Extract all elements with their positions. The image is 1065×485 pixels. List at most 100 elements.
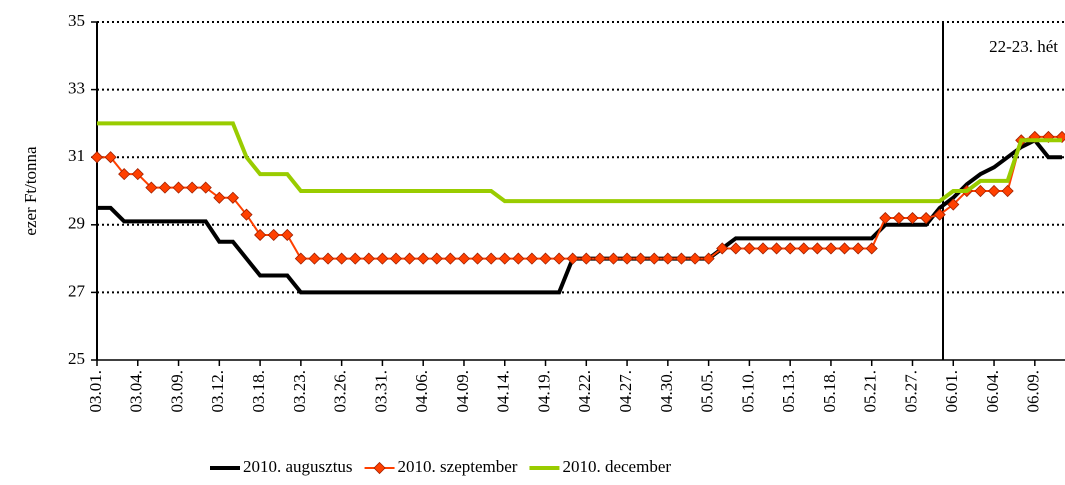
x-tick-label: 03.04. (127, 370, 146, 413)
x-tick-label: 03.23. (290, 370, 309, 413)
x-tick-label: 05.21. (861, 370, 880, 413)
series-marker (335, 252, 348, 265)
series-line (97, 135, 1062, 260)
x-tick-label: 04.09. (453, 370, 472, 413)
x-tick-label: 04.30. (657, 370, 676, 413)
series-marker (539, 252, 552, 265)
series-marker (294, 252, 307, 265)
legend-label: 2010. szeptember (398, 457, 518, 476)
series-marker (186, 181, 199, 194)
series-marker (716, 242, 729, 255)
series-marker (784, 242, 797, 255)
series-marker (158, 181, 172, 194)
series-marker (811, 242, 824, 255)
series-marker (933, 208, 946, 221)
series-marker (743, 242, 756, 255)
series-marker (879, 211, 892, 225)
series-marker (634, 252, 647, 265)
series-marker (1055, 130, 1065, 143)
series-marker (349, 252, 362, 265)
series-marker (661, 252, 674, 265)
series-marker (90, 151, 104, 164)
x-tick-label: 05.10. (738, 370, 757, 413)
series-marker (403, 252, 416, 265)
y-tick-label: 33 (68, 79, 85, 98)
series-marker (947, 198, 960, 211)
legend-item: 2010. szeptember (364, 457, 518, 476)
y-tick-label: 25 (68, 349, 85, 368)
series-marker (852, 242, 865, 255)
series-marker (920, 211, 933, 225)
series-marker (389, 252, 403, 265)
annotation: 22-23. hét (989, 37, 1058, 56)
legend-item: 2010. augusztus (210, 457, 353, 476)
x-tick-label: 04.19. (534, 370, 553, 413)
x-tick-label: 04.06. (412, 370, 431, 413)
series-marker (485, 252, 498, 265)
x-tick-label: 05.18. (820, 370, 839, 413)
x-tick-label: 05.13. (779, 370, 798, 413)
series-marker (321, 252, 335, 265)
x-tick-label: 04.14. (494, 370, 513, 413)
x-tick-label: 03.01. (86, 370, 105, 413)
series-marker (566, 252, 579, 265)
series-marker (240, 208, 253, 221)
x-tick-label: 03.09. (167, 370, 186, 413)
x-tick-label: 03.12. (208, 370, 227, 413)
x-tick-label: 03.18. (249, 370, 268, 413)
series-marker (770, 242, 783, 255)
series-marker (906, 211, 919, 225)
series-marker (213, 191, 226, 204)
series-marker (430, 252, 443, 265)
legend-item: 2010. december (529, 457, 671, 476)
x-tick-label: 06.04. (983, 370, 1002, 413)
series-marker (688, 252, 702, 265)
y-axis-label: ezer Ft/tonna (21, 146, 40, 236)
series-marker (553, 252, 566, 265)
series-marker (974, 184, 987, 198)
series-marker (865, 242, 878, 255)
series-marker (580, 252, 593, 265)
series-marker (987, 184, 1001, 198)
y-tick-label: 29 (68, 214, 85, 233)
legend: 2010. augusztus 2010. szeptember 2010. dec… (210, 457, 671, 476)
series-marker (131, 168, 144, 181)
series-marker (621, 252, 634, 265)
x-tick-label: 06.09. (1024, 370, 1043, 413)
series-line (97, 121, 1062, 204)
x-tick-label: 03.31. (371, 370, 390, 413)
series-marker (525, 252, 538, 265)
y-tick-label: 31 (68, 146, 85, 165)
series-marker (145, 181, 158, 194)
x-tick-label: 04.27. (616, 370, 635, 413)
series-marker (362, 252, 375, 265)
series-marker (797, 242, 810, 255)
series-marker (254, 228, 267, 242)
series-line (97, 137, 1062, 295)
series-marker (729, 242, 742, 255)
y-tick-label: 27 (68, 281, 86, 300)
series-marker (267, 228, 280, 242)
x-tick-label: 04.22. (575, 370, 594, 413)
series-marker (607, 252, 620, 265)
x-tick-label: 06.01. (942, 370, 961, 413)
legend-label: 2010. december (562, 457, 671, 476)
series-marker (444, 252, 457, 265)
series-marker (199, 181, 212, 194)
series-marker (281, 228, 294, 242)
series-marker (675, 252, 688, 265)
series-marker (471, 252, 484, 265)
series-marker (756, 242, 770, 255)
series-marker (457, 252, 471, 265)
series-marker (838, 242, 851, 255)
legend-label: 2010. augusztus (243, 457, 353, 476)
series-marker (376, 252, 389, 265)
series-marker (824, 242, 838, 255)
series-marker (118, 168, 131, 181)
series-marker (498, 252, 511, 265)
series-marker (648, 252, 661, 265)
y-tick-label: 35 (68, 11, 85, 30)
series-marker (512, 252, 525, 265)
series-marker (593, 252, 606, 265)
